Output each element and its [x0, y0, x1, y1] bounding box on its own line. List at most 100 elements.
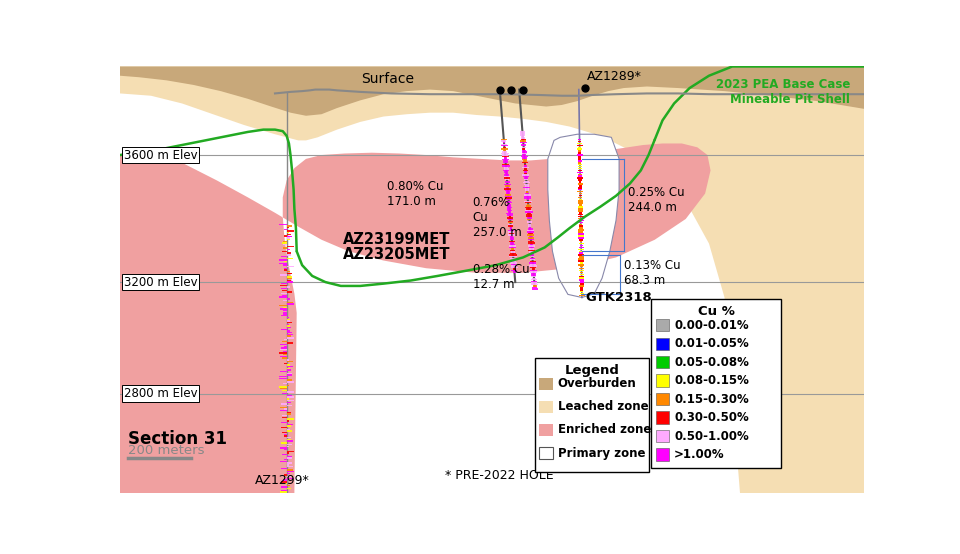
- Bar: [283, 307, 287, 308]
- Bar: [287, 444, 292, 445]
- Bar: [287, 330, 290, 332]
- Bar: [578, 176, 583, 177]
- Bar: [510, 250, 516, 251]
- Text: Section 31: Section 31: [128, 430, 227, 448]
- Bar: [513, 268, 516, 270]
- Text: 0.30-0.50%: 0.30-0.50%: [674, 411, 749, 424]
- Bar: [279, 305, 287, 306]
- Bar: [287, 413, 291, 415]
- Bar: [287, 418, 294, 420]
- Bar: [279, 263, 287, 264]
- Text: 0.13% Cu
68.3 m: 0.13% Cu 68.3 m: [624, 259, 681, 287]
- Bar: [528, 233, 533, 234]
- Bar: [578, 168, 583, 170]
- Bar: [502, 165, 510, 167]
- Bar: [287, 249, 290, 250]
- Bar: [579, 222, 583, 223]
- Bar: [287, 266, 294, 268]
- Bar: [651, 299, 781, 469]
- Bar: [578, 183, 583, 184]
- Bar: [287, 400, 295, 401]
- Bar: [503, 147, 506, 148]
- Bar: [506, 199, 511, 201]
- Bar: [512, 264, 516, 265]
- Bar: [578, 231, 584, 233]
- Bar: [528, 250, 536, 251]
- Bar: [287, 397, 294, 398]
- Bar: [523, 187, 531, 188]
- Bar: [579, 181, 582, 183]
- Bar: [580, 250, 583, 252]
- Bar: [287, 366, 293, 367]
- Bar: [506, 191, 510, 193]
- Bar: [280, 388, 287, 389]
- Bar: [578, 220, 584, 221]
- Bar: [287, 278, 293, 279]
- Text: >1.00%: >1.00%: [674, 448, 725, 461]
- Bar: [526, 208, 531, 209]
- Bar: [511, 252, 516, 253]
- Bar: [287, 437, 291, 438]
- Bar: [287, 291, 293, 293]
- Bar: [287, 361, 293, 362]
- Text: Overburden: Overburden: [558, 377, 636, 390]
- Bar: [577, 154, 583, 156]
- Bar: [503, 170, 510, 171]
- Bar: [578, 189, 583, 191]
- Bar: [287, 237, 290, 239]
- Bar: [287, 286, 290, 288]
- Bar: [521, 143, 525, 145]
- Bar: [527, 199, 529, 201]
- Bar: [508, 218, 513, 219]
- Text: 3200 m Elev: 3200 m Elev: [124, 275, 198, 289]
- Bar: [579, 275, 585, 277]
- Bar: [577, 143, 582, 144]
- Bar: [287, 412, 291, 413]
- Bar: [578, 160, 582, 162]
- Bar: [287, 359, 289, 361]
- Bar: [520, 139, 526, 140]
- Bar: [578, 233, 584, 235]
- Bar: [526, 216, 533, 217]
- Bar: [280, 371, 287, 372]
- Bar: [656, 430, 669, 442]
- Bar: [501, 143, 507, 145]
- Bar: [579, 295, 585, 296]
- Bar: [506, 193, 510, 194]
- Bar: [508, 234, 515, 236]
- Bar: [528, 224, 532, 225]
- Bar: [578, 141, 581, 142]
- Bar: [287, 469, 294, 471]
- Bar: [535, 357, 649, 471]
- Bar: [578, 237, 584, 239]
- Bar: [287, 373, 292, 374]
- Bar: [287, 298, 290, 300]
- Text: 0.25% Cu
244.0 m: 0.25% Cu 244.0 m: [629, 186, 685, 214]
- Bar: [287, 273, 293, 274]
- Bar: [282, 242, 287, 244]
- Bar: [579, 268, 584, 269]
- Bar: [529, 252, 535, 253]
- Bar: [510, 239, 514, 240]
- Bar: [577, 172, 583, 173]
- Bar: [505, 179, 509, 181]
- Bar: [287, 379, 292, 381]
- Bar: [287, 473, 291, 474]
- Bar: [656, 375, 669, 387]
- Bar: [279, 378, 287, 379]
- Bar: [578, 264, 585, 265]
- Text: AZ1289*: AZ1289*: [587, 70, 641, 84]
- Bar: [530, 260, 536, 262]
- Bar: [505, 182, 510, 183]
- Bar: [284, 235, 287, 237]
- Bar: [509, 247, 516, 248]
- Bar: [526, 191, 528, 193]
- Bar: [577, 177, 583, 179]
- Bar: [281, 468, 287, 469]
- Text: 3600 m Elev: 3600 m Elev: [124, 148, 198, 162]
- Bar: [533, 287, 537, 288]
- Bar: [578, 170, 582, 171]
- Bar: [508, 220, 513, 222]
- Text: AZ1299*: AZ1299*: [255, 474, 310, 487]
- Bar: [579, 270, 584, 271]
